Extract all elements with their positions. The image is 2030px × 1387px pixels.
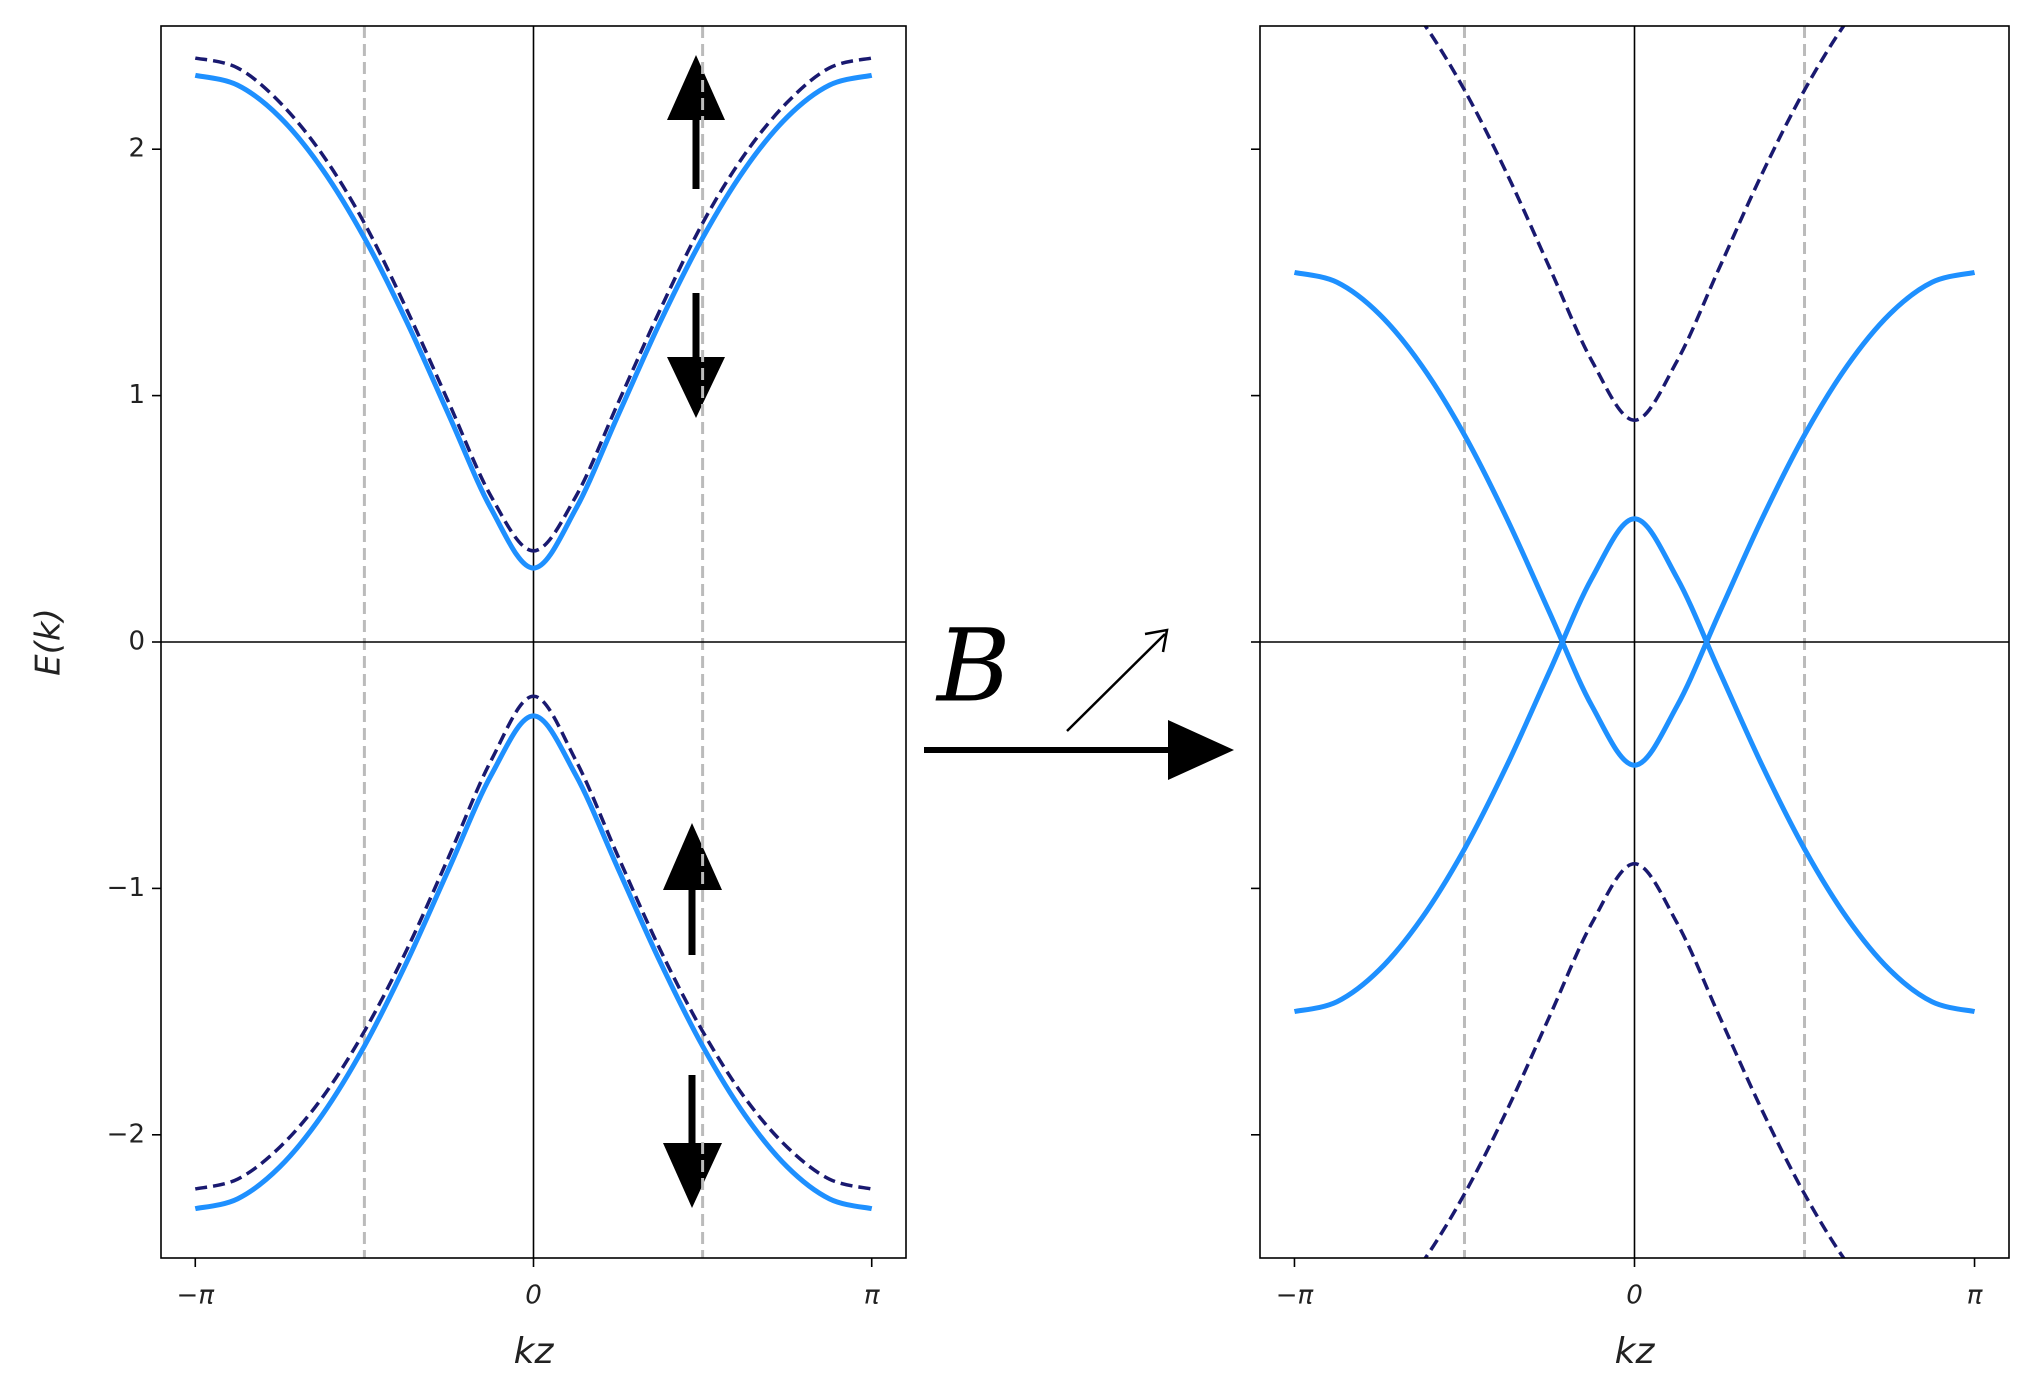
field-label: B: [935, 608, 1011, 725]
plot-area: [1260, 26, 2009, 1258]
band-curve: [1423, 862, 1846, 1258]
band-curve: [194, 72, 873, 571]
y-tick-label: −1: [107, 873, 145, 903]
band-curve: [1423, 26, 1846, 422]
y-tick-label: 0: [128, 627, 145, 657]
y-tick-label: 1: [128, 380, 145, 410]
x-tick-label: π: [1967, 1281, 1983, 1311]
band-curve: [1293, 269, 1976, 768]
band-curve: [194, 694, 873, 1191]
band-curve: [194, 713, 873, 1212]
spin-down-head: [663, 1143, 722, 1208]
y-tick-label: −2: [107, 1119, 145, 1149]
x-tick-label: −π: [177, 1281, 215, 1311]
spin-up-head: [667, 55, 725, 120]
band-curve: [194, 56, 873, 553]
y-axis-label: E(k): [29, 608, 69, 676]
band-curve: [1293, 516, 1976, 1015]
spin-down-head: [667, 357, 725, 418]
x-tick-label: 0: [1626, 1281, 1643, 1311]
x-tick-label: −π: [1276, 1281, 1314, 1311]
x-tick-label: π: [864, 1281, 880, 1311]
y-tick-label: 2: [128, 134, 145, 164]
spin-up-head: [663, 823, 722, 890]
spin-arrows: [663, 55, 725, 1208]
x-axis-label: kz: [1615, 1331, 1656, 1372]
x-axis-label: kz: [514, 1331, 555, 1372]
x-tick-label: 0: [525, 1281, 542, 1311]
plot-area: [161, 26, 906, 1258]
increase-arrow: [1066, 633, 1166, 732]
transition-arrow-head: [1168, 720, 1234, 780]
increase-arrow-head: [1144, 628, 1169, 653]
